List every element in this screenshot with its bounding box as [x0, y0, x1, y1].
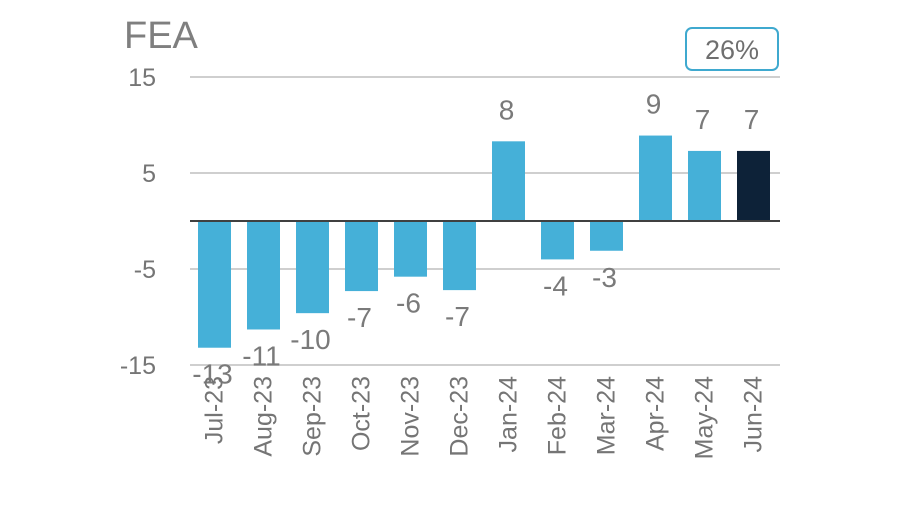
- badge-text: 26%: [705, 35, 759, 65]
- bars: [198, 135, 770, 348]
- bar-dec-23: [443, 221, 476, 291]
- category-label-mar-24: Mar-24: [593, 376, 621, 455]
- bar-feb-24: [541, 221, 574, 260]
- category-label-sep-23: Sep-23: [299, 376, 327, 457]
- change-badge: 26%: [685, 27, 779, 71]
- category-label-dec-23: Dec-23: [446, 376, 474, 457]
- category-label-oct-23: Oct-23: [348, 376, 376, 451]
- data-label-feb-24: -4: [543, 270, 568, 301]
- data-label-jun-24: 7: [744, 104, 760, 135]
- y-axis-tick-labels: 15 5 -5 -15: [120, 64, 156, 380]
- bar-oct-23: [345, 221, 378, 292]
- data-label-jan-24: 8: [499, 94, 515, 125]
- data-label-oct-23: -7: [347, 302, 372, 333]
- data-label-apr-24: 9: [646, 89, 662, 120]
- category-label-jun-24: Jun-24: [740, 376, 768, 453]
- bar-jun-24: [737, 150, 770, 221]
- data-label-sep-23: -10: [290, 324, 330, 355]
- gridlines: [190, 76, 780, 366]
- bar-mar-24: [590, 221, 623, 251]
- bar-nov-23: [394, 221, 427, 277]
- bar-jan-24: [492, 141, 525, 221]
- category-label-may-24: May-24: [691, 376, 719, 459]
- data-label-nov-23: -6: [396, 288, 421, 319]
- category-label-feb-24: Feb-24: [544, 376, 572, 455]
- y-tick-label: 5: [142, 160, 156, 188]
- category-label-jan-24: Jan-24: [495, 376, 523, 453]
- bar-apr-24: [639, 135, 672, 221]
- bar-sep-23: [296, 221, 329, 314]
- bar-aug-23: [247, 221, 280, 330]
- data-label-mar-24: -3: [592, 262, 617, 293]
- data-labels: -13 -11 -10 -7 -6 -7 8 -4 -3 9 7 7: [192, 89, 759, 390]
- chart-title: FEA: [124, 15, 199, 57]
- data-label-jul-23: -13: [192, 359, 232, 390]
- badge-box: [685, 27, 779, 71]
- data-label-may-24: 7: [695, 104, 711, 135]
- data-label-aug-23: -11: [242, 340, 280, 371]
- category-label-apr-24: Apr-24: [642, 376, 670, 451]
- y-tick-label: -5: [134, 256, 156, 284]
- category-label-nov-23: Nov-23: [397, 376, 425, 457]
- data-label-dec-23: -7: [445, 301, 470, 332]
- bar-jul-23: [198, 221, 231, 348]
- category-label-aug-23: Aug-23: [250, 376, 278, 457]
- x-axis-category-labels: Jul-23 Aug-23 Sep-23 Oct-23 Nov-23 Dec-23 Jan-…: [201, 376, 768, 459]
- y-tick-label: -15: [120, 352, 156, 380]
- category-label-jul-23: Jul-23: [201, 376, 229, 444]
- y-tick-label: 15: [128, 64, 156, 92]
- bar-may-24: [688, 150, 721, 221]
